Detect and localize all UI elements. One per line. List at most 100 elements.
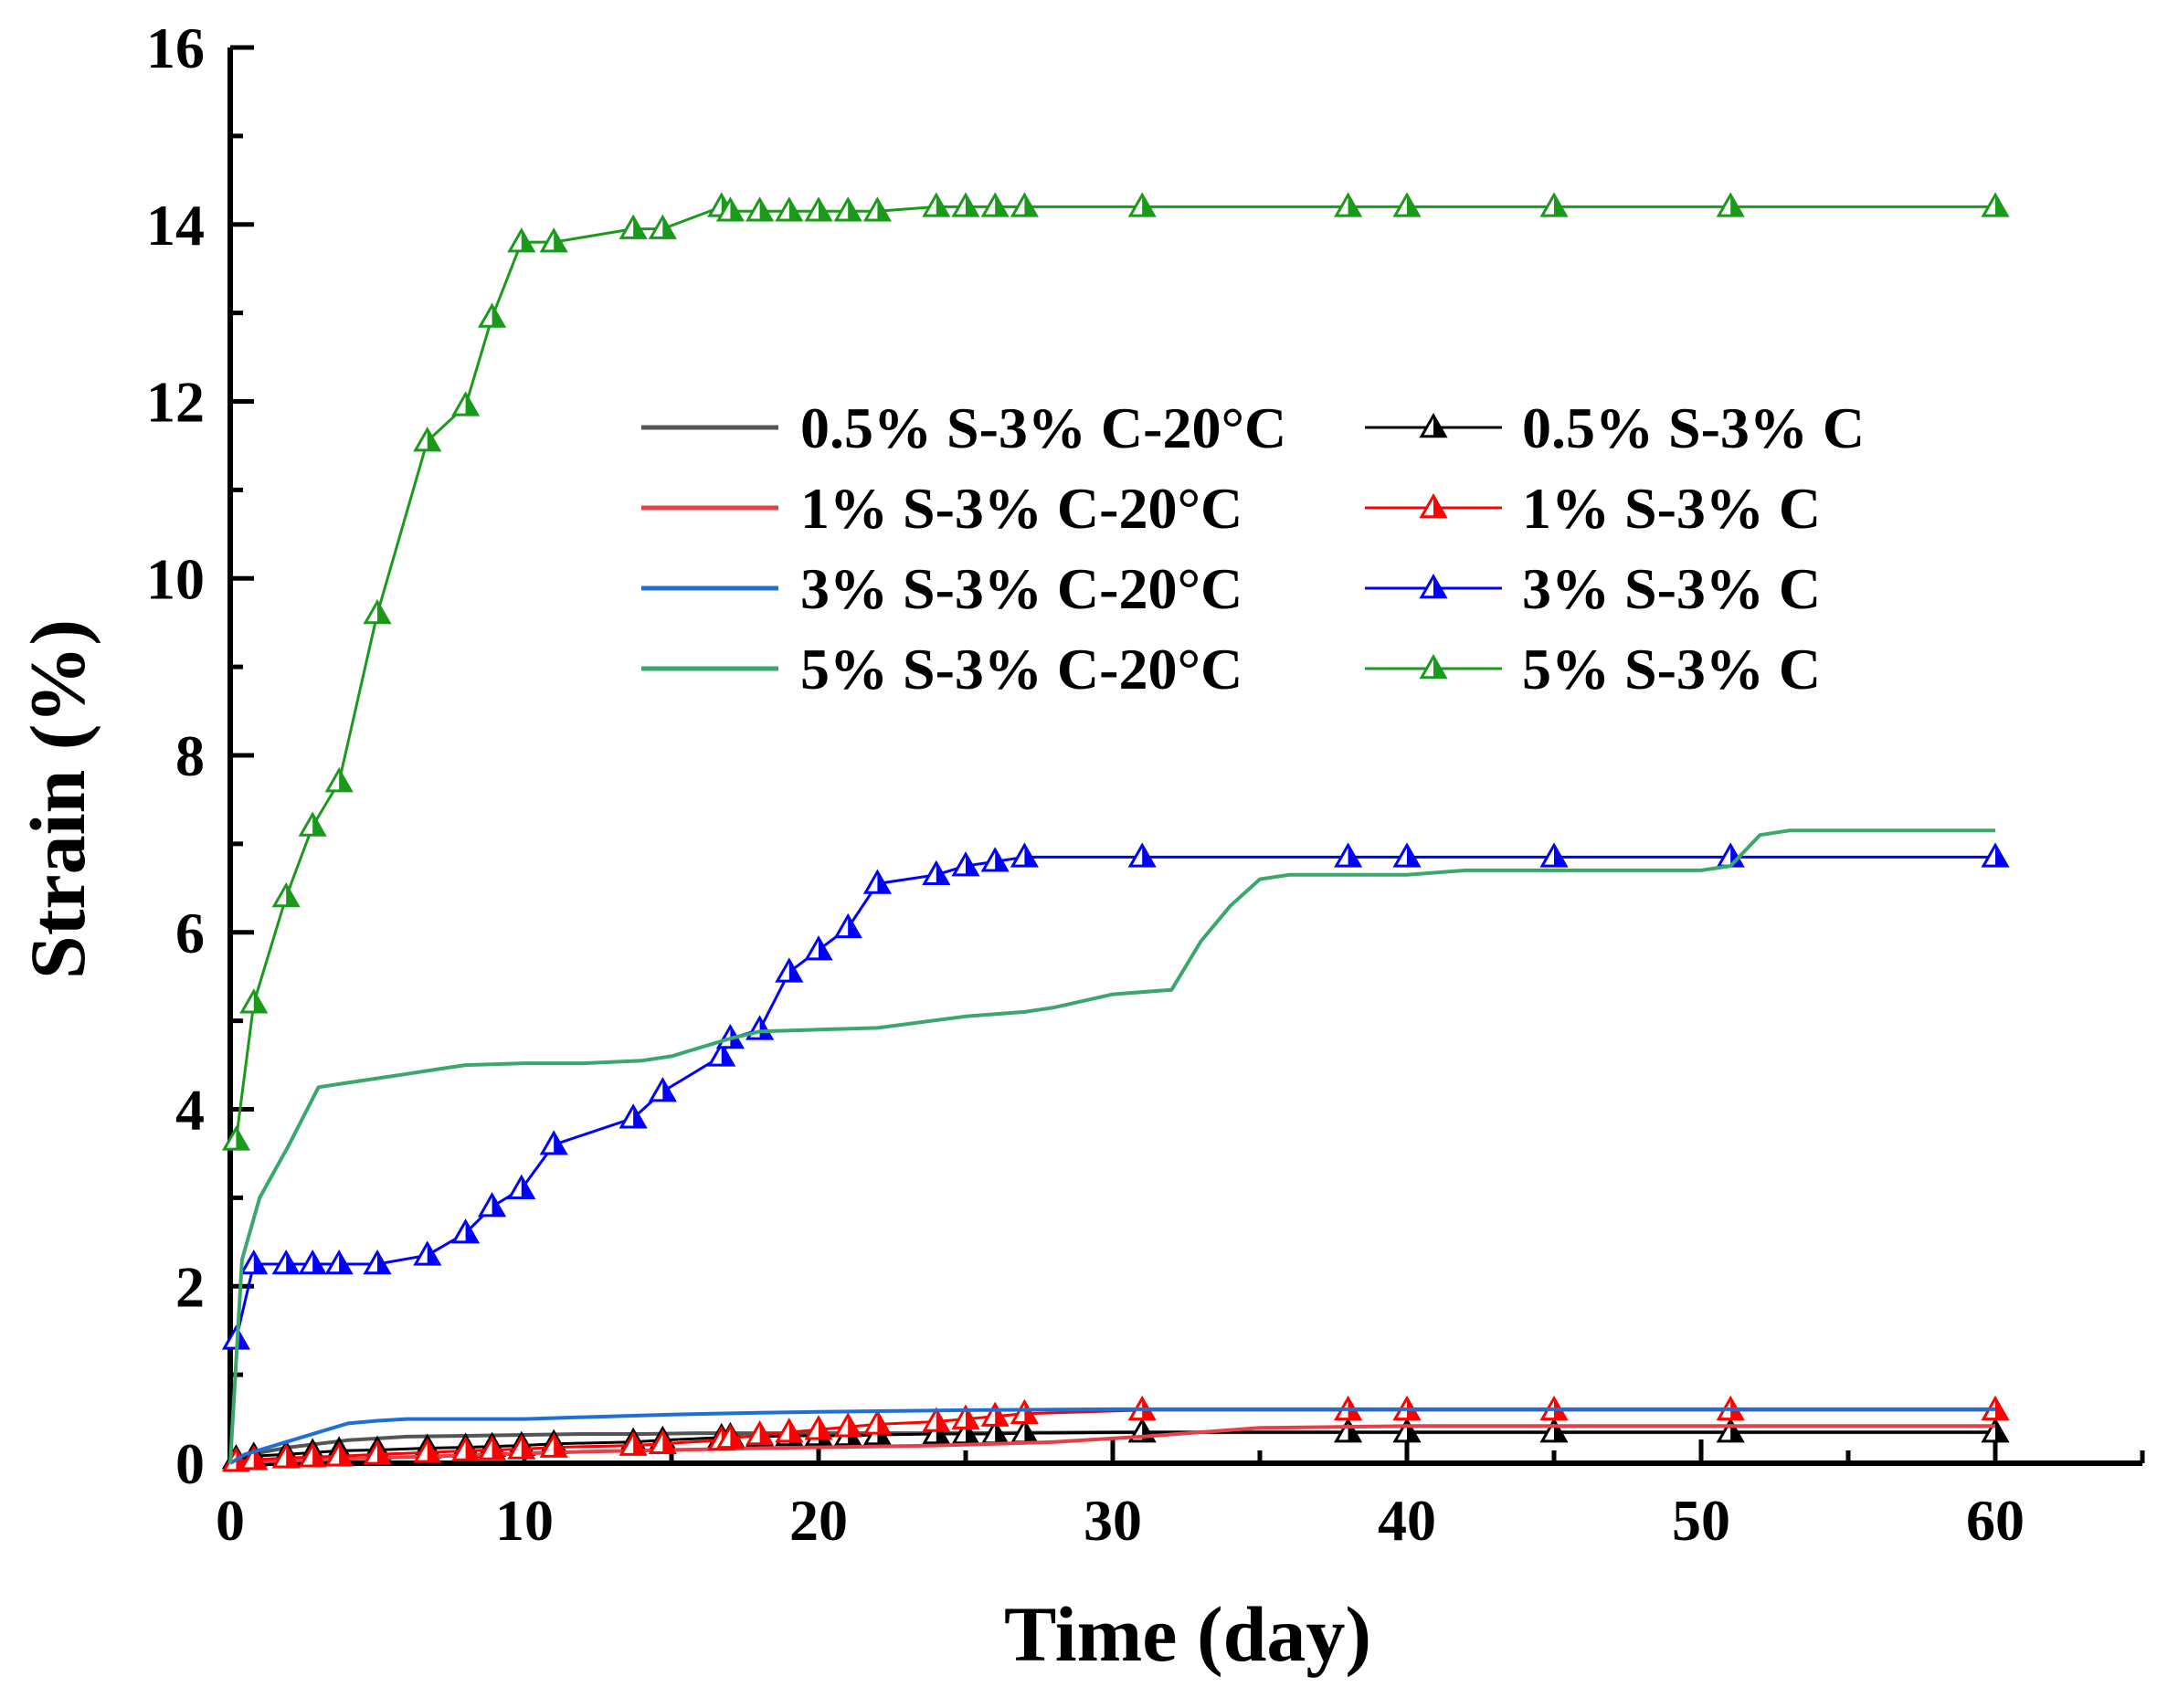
data-point (324, 1249, 354, 1275)
data-point (745, 1015, 775, 1040)
legend-entry: 3% S-3% C (1365, 556, 1821, 621)
series-6 (221, 842, 2010, 1350)
series-line (234, 205, 1995, 1141)
x-tick-label: 10 (495, 1488, 554, 1553)
data-point (363, 598, 392, 625)
data-point (1334, 1418, 1363, 1443)
data-point (619, 1430, 648, 1456)
data-point (922, 192, 951, 217)
x-tick-label: 30 (1084, 1488, 1142, 1553)
data-point (619, 1103, 648, 1129)
y-tick-label: 4 (175, 1078, 205, 1143)
data-point (833, 196, 862, 222)
data-point (221, 1125, 251, 1151)
legend-entry: 5% S-3% C-20°C (641, 637, 1242, 701)
data-point (1127, 842, 1157, 868)
data-point (804, 935, 833, 961)
data-point (951, 192, 980, 217)
x-tick-label: 40 (1378, 1488, 1436, 1553)
x-tick-label: 50 (1672, 1488, 1730, 1553)
data-point (707, 1041, 736, 1067)
data-point (1010, 1398, 1039, 1424)
data-point (951, 851, 980, 877)
legend-marker (1419, 653, 1448, 680)
data-point (862, 1409, 892, 1435)
data-point (1334, 842, 1363, 868)
y-tick-label: 10 (146, 546, 205, 611)
data-point (922, 1407, 951, 1432)
data-point (1981, 842, 2010, 868)
data-point (648, 1077, 677, 1102)
data-point (477, 1435, 507, 1460)
data-point (413, 427, 442, 452)
legend-entry: 1% S-3% C (1365, 476, 1821, 541)
data-point (239, 1445, 269, 1471)
legend-entry: 0.5% S-3% C (1365, 395, 1865, 460)
data-point (1539, 192, 1569, 217)
data-point (804, 1415, 833, 1440)
data-point (648, 1429, 677, 1454)
data-point (775, 196, 804, 222)
y-tick-label: 2 (175, 1254, 205, 1319)
data-point (271, 1443, 301, 1469)
y-axis-title: Strain (%) (14, 619, 101, 979)
legend-entry: 3% S-3% C-20°C (641, 556, 1242, 621)
legend-entry: 1% S-3% C-20°C (641, 476, 1242, 541)
data-point (775, 957, 804, 983)
legend-label: 5% S-3% C-20°C (800, 637, 1242, 701)
series-3 (229, 1424, 1995, 1465)
data-point (951, 1404, 980, 1429)
data-point (980, 847, 1010, 872)
axes: 0 2 4 6 8 10 12 14 16 0 10 20 30 40 50 60 (146, 16, 2145, 1553)
series-8 (221, 192, 2010, 1151)
data-point (507, 227, 536, 253)
legend-marker (1419, 412, 1448, 438)
legend-label: 3% S-3% C (1522, 556, 1821, 621)
data-point (648, 214, 677, 239)
data-point (507, 1434, 536, 1460)
data-point (833, 1412, 862, 1438)
data-point (539, 1432, 568, 1458)
data-point (862, 869, 892, 894)
legend-label: 0.5% S-3% C-20°C (800, 395, 1286, 460)
data-point (922, 859, 951, 886)
y-tick-label: 8 (175, 723, 205, 788)
legend-label: 1% S-3% C-20°C (800, 476, 1242, 541)
data-point (271, 1249, 301, 1275)
data-point (298, 811, 327, 837)
data-point (775, 1418, 804, 1443)
data-point (1010, 192, 1039, 217)
data-point (324, 767, 354, 793)
data-point (451, 1218, 481, 1244)
series-line (229, 1424, 1995, 1465)
y-tick-label: 0 (175, 1431, 205, 1496)
series-7 (228, 828, 1995, 1464)
legend-label: 0.5% S-3% C (1522, 395, 1865, 460)
data-point (1716, 192, 1745, 217)
data-point (1010, 842, 1039, 868)
data-point (413, 1240, 442, 1266)
data-point (1127, 192, 1157, 217)
data-point (507, 1174, 536, 1199)
data-point (833, 912, 862, 939)
data-point (745, 1419, 775, 1446)
data-point (451, 391, 481, 416)
legend-marker (1419, 573, 1448, 599)
x-tick-label: 20 (789, 1488, 848, 1553)
data-point (451, 1436, 481, 1461)
data-point (477, 1192, 507, 1218)
series-line (228, 828, 1995, 1464)
data-point (239, 988, 269, 1014)
data-point (539, 1130, 568, 1155)
data-point (363, 1439, 392, 1465)
data-point (1392, 192, 1422, 217)
data-point (363, 1249, 392, 1275)
data-point (239, 1249, 269, 1275)
data-point (477, 302, 507, 328)
x-tick-label: 0 (216, 1488, 245, 1553)
data-point (298, 1442, 327, 1468)
data-point (539, 227, 568, 253)
y-tick-label: 12 (146, 370, 205, 435)
data-point (271, 881, 301, 908)
